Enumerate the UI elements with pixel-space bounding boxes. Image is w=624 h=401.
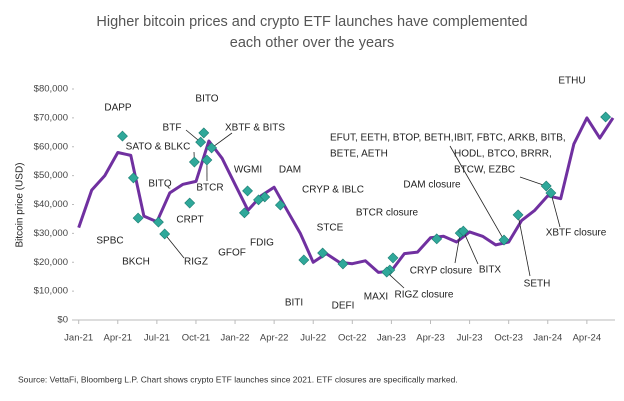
etf-marker xyxy=(337,258,349,270)
etf-marker xyxy=(195,136,207,148)
leader-line xyxy=(164,233,185,259)
etf-marker xyxy=(188,156,200,168)
x-tick-label: Oct-23 xyxy=(494,333,523,344)
etf-marker xyxy=(239,207,250,219)
x-tick-label: Jan-23 xyxy=(377,333,406,344)
etf-marker xyxy=(431,233,443,245)
y-tick-label: $50,000 xyxy=(34,170,68,181)
etf-label: RIGZ xyxy=(184,257,208,268)
x-tick-label: Apr-24 xyxy=(573,333,602,344)
etf-label: BTCW, EZBC xyxy=(454,165,515,176)
etf-label: BTCR closure xyxy=(356,208,419,219)
y-tick-label: $10,000 xyxy=(34,286,68,297)
etf-marker xyxy=(317,247,329,259)
etf-marker xyxy=(512,209,524,221)
y-tick-label: $30,000 xyxy=(34,228,68,239)
leader-line xyxy=(454,233,461,264)
etf-marker xyxy=(381,266,393,278)
x-tick-label: Apr-22 xyxy=(260,333,289,344)
leader-line xyxy=(462,230,479,265)
etf-marker xyxy=(253,194,264,206)
etf-label: SETH xyxy=(524,279,551,290)
etf-marker xyxy=(387,252,399,264)
x-tick-label: Jan-21 xyxy=(64,333,93,344)
x-tick-label: Jul-22 xyxy=(300,333,326,344)
etf-label: BITQ xyxy=(148,179,172,190)
etf-label: WGMI xyxy=(234,165,262,176)
leader-line xyxy=(550,192,561,228)
leader-line xyxy=(211,132,233,149)
etf-label: IBIT, FBTC, ARKB, BITB, xyxy=(454,133,566,144)
etf-marker xyxy=(184,197,196,209)
etf-label: SATO & BLKC xyxy=(126,142,191,153)
etf-marker xyxy=(298,254,310,266)
leader-line xyxy=(386,271,405,289)
y-tick-label: $60,000 xyxy=(34,141,68,152)
etf-label: CRYP & IBLC xyxy=(302,185,364,196)
etf-label: RIGZ closure xyxy=(395,290,454,301)
x-tick-label: Jul-23 xyxy=(457,333,483,344)
leader-line xyxy=(519,176,547,187)
etf-label: BITX xyxy=(479,265,502,276)
etf-label: CRYP closure xyxy=(410,266,473,277)
etf-marker xyxy=(159,228,171,240)
etf-label: ETHU xyxy=(558,76,585,87)
etf-marker xyxy=(132,212,144,224)
etf-marker xyxy=(117,130,128,142)
etf-marker xyxy=(498,234,510,246)
etf-marker xyxy=(600,111,612,123)
etf-marker xyxy=(127,172,139,184)
etf-label: MAXI xyxy=(364,292,388,303)
y-tick-label: $0 xyxy=(57,315,68,326)
chart-title: Higher bitcoin prices and crypto ETF lau… xyxy=(96,14,527,30)
etf-marker xyxy=(206,142,218,154)
etf-label: EFUT, EETH, BTOP, BETH, xyxy=(330,133,454,144)
etf-label: DAM closure xyxy=(403,180,461,191)
etf-label: HODL, BTCO, BRRR, xyxy=(454,149,552,160)
etf-marker xyxy=(198,127,210,139)
source-note: Source: VettaFi, Bloomberg L.P. Chart sh… xyxy=(18,374,458,384)
etf-label: GFOF xyxy=(218,248,246,259)
etf-marker xyxy=(540,180,552,192)
etf-label: DAPP xyxy=(104,103,132,114)
etf-marker xyxy=(201,154,213,166)
x-tick-label: Apr-21 xyxy=(104,333,133,344)
x-tick-label: Jan-22 xyxy=(221,333,250,344)
etf-label: BITI xyxy=(285,298,303,309)
etf-label: BTF xyxy=(163,123,182,134)
etf-marker xyxy=(153,216,164,228)
etf-label: DEFI xyxy=(332,301,355,312)
etf-label: STCE xyxy=(317,223,344,234)
y-tick-label: $80,000 xyxy=(34,84,68,95)
etf-label: BTCR xyxy=(196,183,223,194)
etf-label: FDIG xyxy=(250,238,274,249)
etf-label: XBTF closure xyxy=(546,228,607,239)
y-tick-label: $40,000 xyxy=(34,199,68,210)
etf-marker xyxy=(545,187,557,199)
x-tick-label: Apr-23 xyxy=(416,333,445,344)
etf-marker xyxy=(242,185,253,197)
chart-title: each other over the years xyxy=(230,35,394,51)
etf-marker xyxy=(274,199,286,211)
x-tick-label: Oct-21 xyxy=(182,333,211,344)
y-tick-label: $70,000 xyxy=(34,112,68,123)
etf-label: CRPT xyxy=(176,215,203,226)
x-tick-label: Oct-22 xyxy=(338,333,367,344)
etf-label: BITO xyxy=(195,94,218,105)
y-axis-label: Bitcoin price (USD) xyxy=(15,162,26,247)
etf-label: BETE, AETH xyxy=(330,149,388,160)
leader-line xyxy=(517,214,531,277)
y-tick-label: $20,000 xyxy=(34,257,68,268)
etf-marker xyxy=(457,225,469,237)
x-tick-label: Jul-21 xyxy=(144,333,170,344)
leader-line xyxy=(449,145,505,241)
etf-label: XBTF & BITS xyxy=(225,123,285,134)
etf-label: BKCH xyxy=(122,257,150,268)
etf-label: DAM xyxy=(279,165,301,176)
x-tick-label: Jan-24 xyxy=(533,333,562,344)
etf-label: SPBC xyxy=(96,236,123,247)
